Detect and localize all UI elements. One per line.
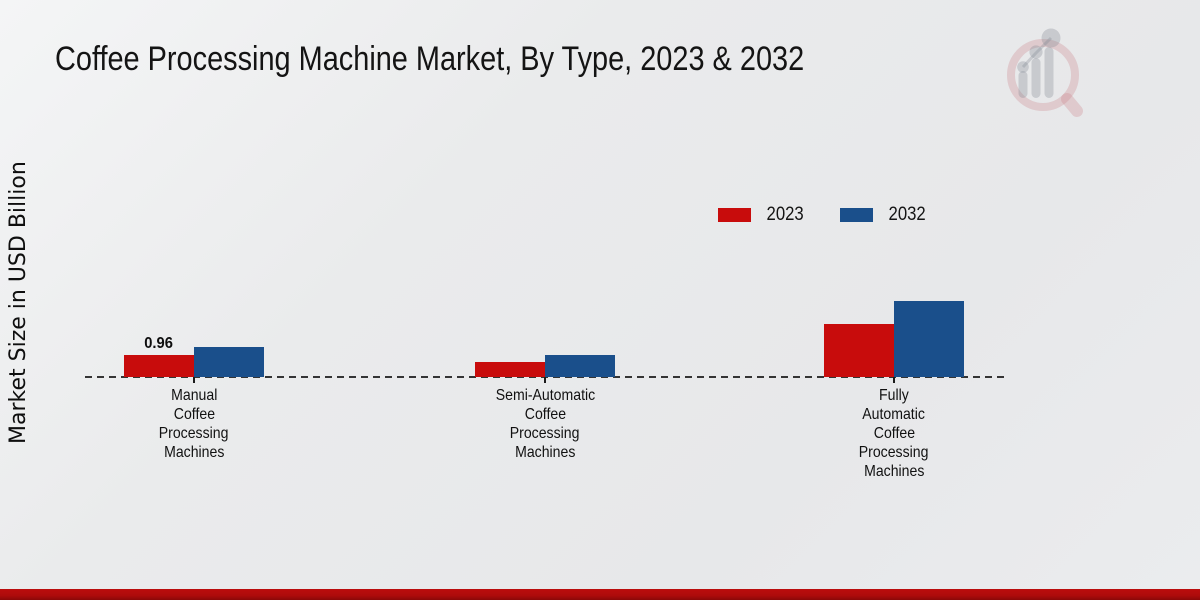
x-axis-tick (893, 377, 895, 383)
market-research-future-logo (995, 25, 1087, 128)
magnifier-chart-icon (1007, 28, 1083, 117)
legend-item-2023: 2023 (718, 204, 806, 226)
category-label-line: Machines (163, 444, 225, 461)
legend-label-2032: 2032 (888, 204, 927, 225)
bar-value-label: 0.96 (144, 335, 174, 352)
category-label-line: Processing (159, 425, 229, 442)
legend-label-2023: 2023 (766, 204, 804, 225)
category-label-line: Automatic (862, 406, 926, 423)
category-label-0: Manual Coffee Processing Machines (84, 386, 304, 462)
category-label-line: Fully (879, 387, 909, 404)
category-label-1: Semi-Automatic Coffee Processing Machines (435, 386, 655, 462)
bar-2032-category-1 (545, 355, 615, 377)
page-title: Coffee Processing Machine Market, By Typ… (55, 40, 805, 78)
category-label-line: Coffee (173, 406, 215, 423)
x-axis-tick (193, 377, 195, 383)
bar-2023-category-1 (475, 362, 545, 377)
category-label-line: Machines (863, 463, 925, 480)
legend-swatch-2023 (718, 208, 751, 222)
bar-2023-category-2 (824, 324, 894, 377)
category-label-line: Manual (170, 387, 218, 404)
category-label-line: Machines (514, 444, 576, 461)
category-label-line: Processing (510, 425, 580, 442)
category-label-line: Coffee (873, 425, 915, 442)
footer-accent-bar (0, 589, 1200, 600)
legend: 2023 2032 (718, 204, 929, 226)
x-axis-tick (544, 377, 546, 383)
category-label-line: Coffee (524, 406, 566, 423)
legend-swatch-2032 (840, 208, 874, 222)
category-label-2: Fully Automatic Coffee Processing Machines (784, 386, 1004, 481)
bar-2023-category-0 (124, 355, 194, 377)
bar-2032-category-2 (894, 301, 964, 377)
category-label-line: Semi-Automatic (495, 387, 595, 404)
category-label-line: Processing (859, 444, 929, 461)
bar-2032-category-0 (194, 347, 264, 377)
legend-item-2032: 2032 (840, 204, 928, 226)
